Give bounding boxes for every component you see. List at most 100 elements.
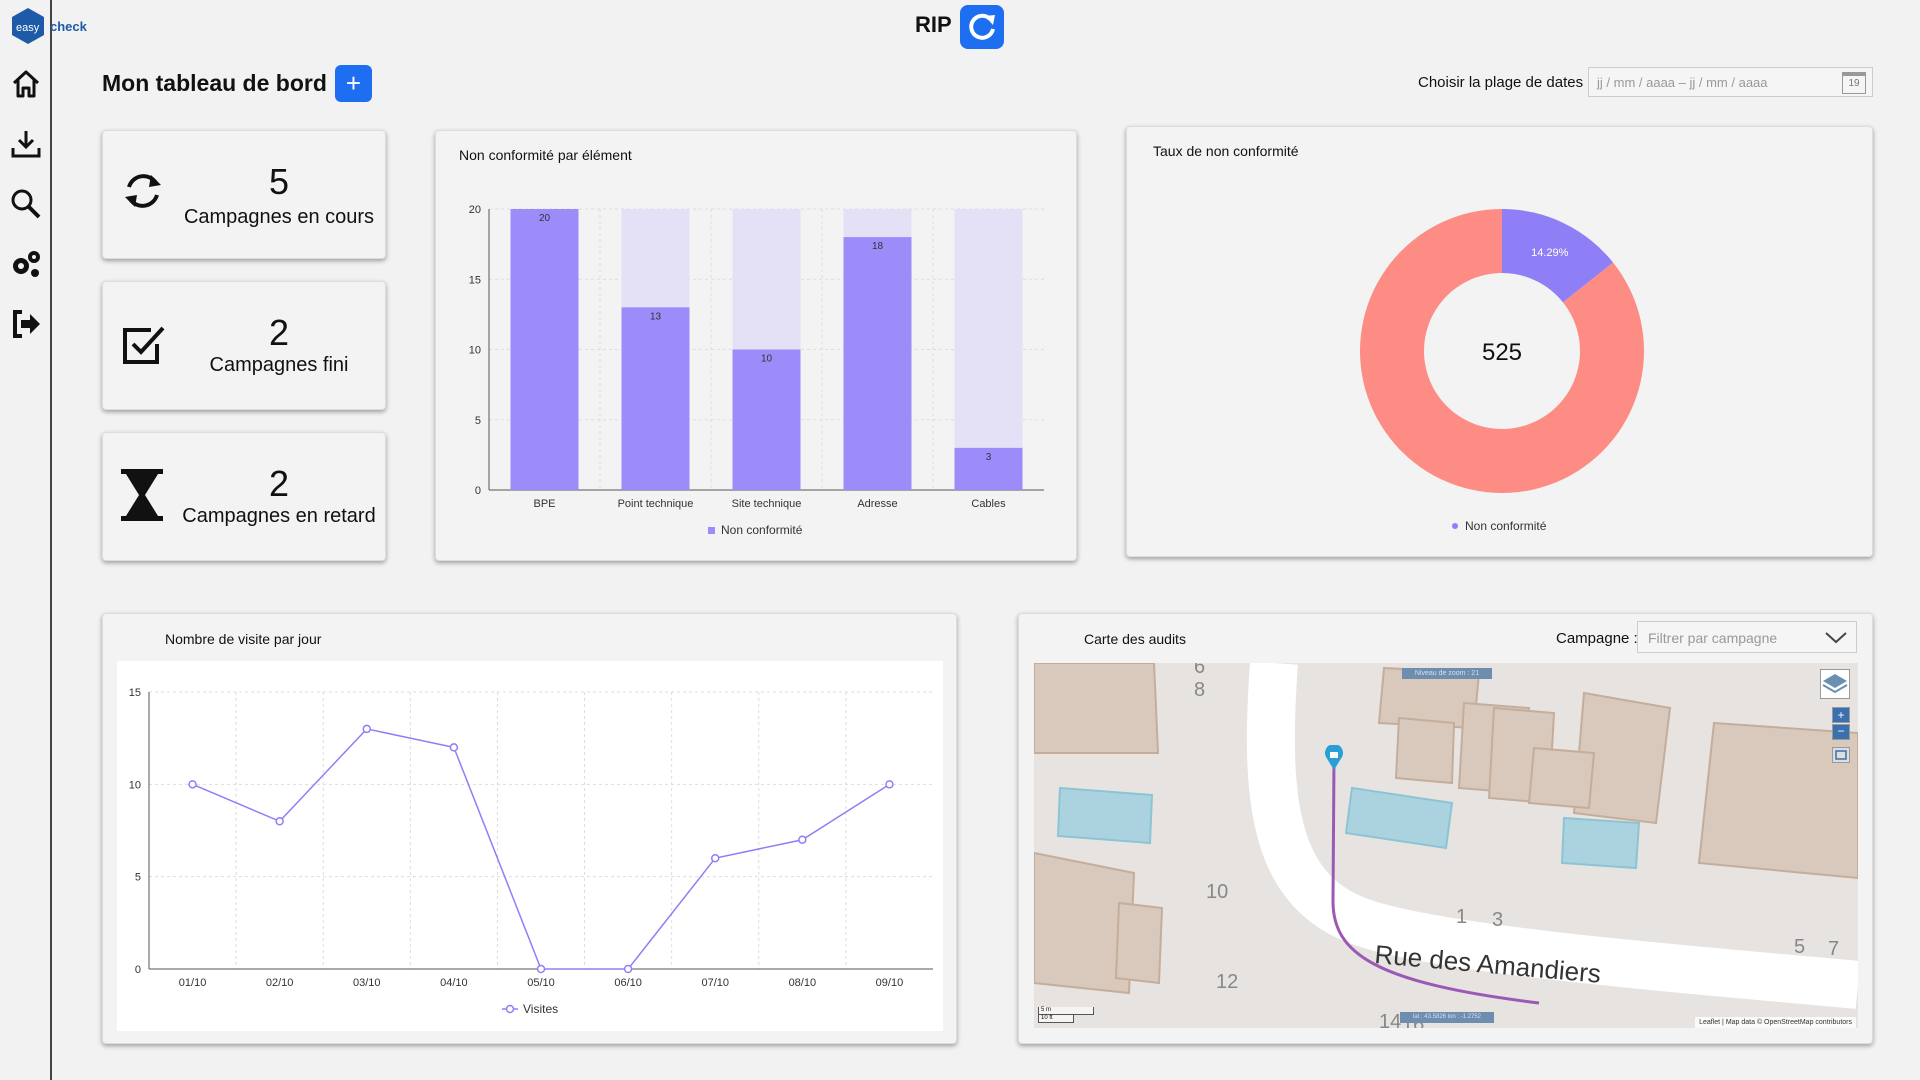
bar-chart-title: Non conformité par élément xyxy=(459,147,632,163)
logout-icon[interactable] xyxy=(8,306,44,342)
easycheck-logo: easy check xyxy=(8,6,108,46)
campaign-label: Campagne : xyxy=(1556,630,1638,647)
x-tick-label: 08/10 xyxy=(789,977,817,989)
line-chart: 0 5 10 15 01/10 02/10 03/10 04/10 05/10 06/10 07/1… xyxy=(129,687,933,1016)
data-point xyxy=(623,964,633,974)
campaign-select[interactable]: Filtrer par campagne xyxy=(1637,621,1857,653)
line-chart-title: Nombre de visite par jour xyxy=(165,631,322,647)
data-point xyxy=(449,743,459,752)
legend-swatch xyxy=(708,527,715,534)
scale-meters: 5 m xyxy=(1038,1007,1094,1015)
kpi-value: 2 xyxy=(268,312,290,353)
map-title: Carte des audits xyxy=(1084,631,1186,647)
logo-text-check: check xyxy=(50,19,88,34)
coordinates-badge: lat : 43.5826 lon : -1.2752 xyxy=(1400,1012,1494,1023)
kpi-card-finished: 2 Campagnes fini xyxy=(102,281,386,410)
kpi-card-in-progress: 5 Campagnes en cours xyxy=(102,130,386,259)
x-tick-label: BPE xyxy=(533,498,555,510)
y-tick-label: 0 xyxy=(135,964,141,976)
series-line xyxy=(192,728,890,970)
map-attribution[interactable]: Leaflet | Map data © OpenStreetMap contr… xyxy=(1695,1017,1856,1028)
donut-center-value: 525 xyxy=(1482,339,1522,366)
legend-label: Non conformité xyxy=(1465,519,1547,533)
chevron-down-icon xyxy=(1825,632,1847,644)
refresh-icon xyxy=(125,174,161,208)
legend-label: Visites xyxy=(523,1002,558,1016)
bar-value-label: 10 xyxy=(761,354,773,365)
data-point xyxy=(362,724,372,734)
house-number: 7 xyxy=(1828,938,1839,960)
x-tick-label: Point technique xyxy=(618,498,694,510)
date-range-placeholder: jj / mm / aaaa – jj / mm / aaaa xyxy=(1597,75,1768,90)
donut-chart: 14.29% 525 Non conformité xyxy=(1360,209,1644,533)
donut-chart-panel: Taux de non conformité 14.29% 525 Non conf… xyxy=(1126,126,1873,557)
checkbox-icon xyxy=(123,326,165,364)
y-tick-label: 5 xyxy=(135,872,141,884)
y-tick-label: 5 xyxy=(475,415,481,427)
bar xyxy=(621,307,690,490)
hourglass-icon xyxy=(121,469,163,521)
bar-value-label: 3 xyxy=(986,452,992,463)
legend-label: Non conformité xyxy=(721,523,803,537)
bar xyxy=(954,447,1023,490)
add-button[interactable]: + xyxy=(335,65,372,102)
donut-slice xyxy=(1360,209,1644,494)
house-number: 1 xyxy=(1456,906,1467,928)
legend-swatch-point xyxy=(505,1004,515,1014)
y-tick-label: 20 xyxy=(469,204,481,216)
x-tick-label: Cables xyxy=(971,498,1006,510)
bar-value-label: 18 xyxy=(872,241,884,252)
bar-background xyxy=(954,209,1023,490)
x-tick-label: 07/10 xyxy=(701,977,729,989)
map-marker-icon[interactable] xyxy=(1324,745,1344,771)
kpi-value: 2 xyxy=(268,463,290,504)
x-tick-label: 01/10 xyxy=(179,977,207,989)
x-tick-label: 09/10 xyxy=(876,977,904,989)
date-range-input[interactable]: jj / mm / aaaa – jj / mm / aaaa 19 xyxy=(1588,67,1873,97)
kpi-label: Campagnes en cours xyxy=(183,206,375,228)
kpi-card-late: 2 Campagnes en retard xyxy=(102,432,386,561)
layers-button[interactable] xyxy=(1820,669,1850,699)
data-point xyxy=(798,835,807,844)
x-tick-label: 03/10 xyxy=(353,977,381,989)
line-chart-panel: Nombre de visite par jour 0 5 10 15 01/10 02/… xyxy=(102,613,957,1044)
zoom-in-button[interactable]: + xyxy=(1832,707,1850,723)
fullscreen-icon xyxy=(1835,750,1847,760)
data-point xyxy=(710,853,720,863)
audit-map[interactable]: Rue des Amandiers 6 8 10 12 1 3 5 7 14 1… xyxy=(1034,663,1858,1028)
scale-feet: 10 ft xyxy=(1038,1015,1074,1023)
bar xyxy=(510,209,579,490)
sidebar: easy check xyxy=(0,0,88,1080)
x-tick-label: 05/10 xyxy=(527,977,555,989)
fullscreen-button[interactable] xyxy=(1832,747,1850,763)
bar-value-label: 20 xyxy=(539,213,551,224)
house-number: 5 xyxy=(1794,936,1805,958)
download-icon[interactable] xyxy=(8,126,44,162)
home-icon[interactable] xyxy=(8,66,44,102)
y-tick-label: 15 xyxy=(129,687,141,699)
kpi-label: Campagnes en retard xyxy=(182,505,376,527)
header-title: RIP xyxy=(915,12,952,37)
house-number: 3 xyxy=(1492,909,1503,931)
layers-icon xyxy=(1822,674,1848,694)
campaign-placeholder: Filtrer par campagne xyxy=(1648,630,1778,646)
house-number: 14 xyxy=(1379,1011,1401,1028)
kpi-label: Campagnes fini xyxy=(209,354,349,376)
y-tick-label: 15 xyxy=(469,274,481,286)
y-tick-label: 0 xyxy=(475,485,481,497)
x-tick-label: 02/10 xyxy=(266,977,294,989)
x-tick-label: Adresse xyxy=(857,498,897,510)
bar-value-label: 13 xyxy=(650,311,662,322)
data-point xyxy=(885,780,894,789)
calendar-icon[interactable]: 19 xyxy=(1842,72,1866,94)
search-icon[interactable] xyxy=(8,186,44,222)
zoom-out-button[interactable]: − xyxy=(1832,724,1850,740)
house-number: 10 xyxy=(1206,881,1228,903)
settings-icon[interactable] xyxy=(8,246,44,282)
refresh-button[interactable] xyxy=(960,5,1004,49)
y-tick-label: 10 xyxy=(469,345,481,357)
kpi-value: 5 xyxy=(268,161,290,202)
zoom-level-badge: Niveau de zoom : 21 xyxy=(1402,668,1492,679)
date-range-label: Choisir la plage de dates xyxy=(1418,74,1584,91)
donut-chart-title: Taux de non conformité xyxy=(1153,143,1299,159)
